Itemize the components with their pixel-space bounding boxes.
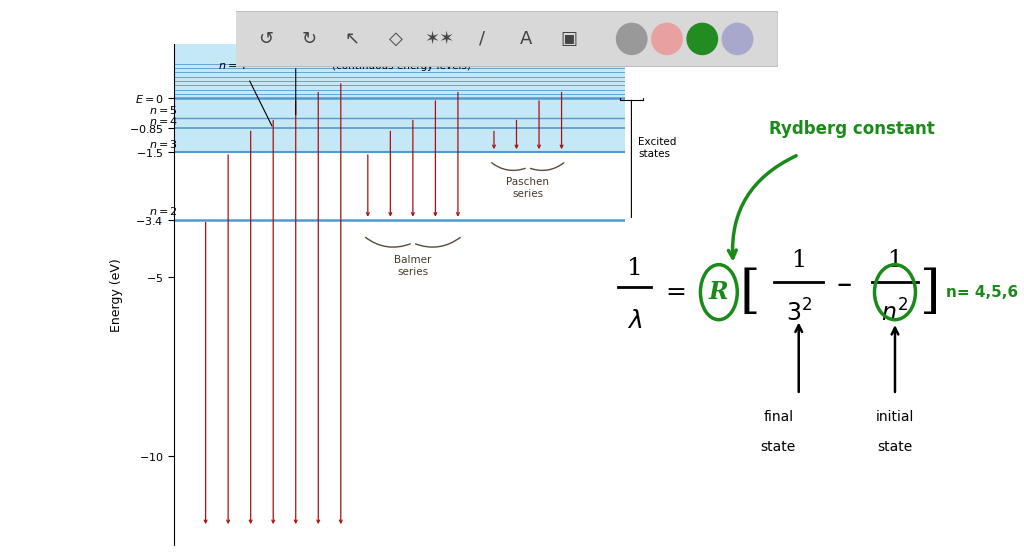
Text: state: state (878, 440, 912, 454)
Circle shape (652, 23, 682, 54)
Text: $n=2$: $n=2$ (150, 206, 178, 217)
Text: $n=5$: $n=5$ (148, 105, 178, 116)
Text: Paschen
series: Paschen series (506, 177, 549, 198)
Text: ]: ] (920, 267, 940, 317)
Text: [: [ (739, 267, 760, 317)
Text: ↻: ↻ (301, 30, 316, 48)
Text: $n=4$: $n=4$ (218, 59, 247, 71)
Text: $3^2$: $3^2$ (785, 300, 812, 327)
Text: ↖: ↖ (345, 30, 359, 48)
Text: n= 4,5,6: n= 4,5,6 (946, 285, 1018, 300)
Text: A: A (520, 30, 532, 48)
Text: $\lambda$: $\lambda$ (628, 310, 642, 332)
Text: $n=3$: $n=3$ (148, 138, 178, 150)
Text: 1: 1 (627, 257, 643, 280)
FancyBboxPatch shape (232, 11, 778, 67)
Text: $n=4$: $n=4$ (148, 115, 178, 127)
Text: ▣: ▣ (561, 30, 578, 48)
Text: initial: initial (876, 410, 914, 424)
Text: $n^2$: $n^2$ (882, 300, 908, 327)
Text: ✶✶: ✶✶ (424, 30, 455, 48)
Text: R: R (709, 280, 729, 304)
Text: Balmer
series: Balmer series (394, 255, 431, 277)
Circle shape (616, 23, 647, 54)
Text: state: state (761, 440, 796, 454)
Text: ◇: ◇ (389, 30, 402, 48)
Bar (174, 44, 625, 152)
Text: –: – (837, 270, 851, 299)
Text: /: / (479, 30, 485, 48)
Text: Ionized atom
(continuous energy levels): Ionized atom (continuous energy levels) (332, 50, 471, 71)
Text: $n=5$: $n=5$ (263, 47, 292, 59)
Text: Rydberg constant: Rydberg constant (769, 120, 935, 137)
Text: Excited
states: Excited states (638, 137, 677, 159)
Text: ↺: ↺ (258, 30, 273, 48)
Text: 1: 1 (792, 249, 806, 272)
Circle shape (722, 23, 753, 54)
Y-axis label: Energy (eV): Energy (eV) (111, 258, 123, 331)
Text: =: = (666, 281, 686, 304)
Text: 1: 1 (888, 249, 902, 272)
Circle shape (687, 23, 718, 54)
Text: final: final (763, 410, 794, 424)
